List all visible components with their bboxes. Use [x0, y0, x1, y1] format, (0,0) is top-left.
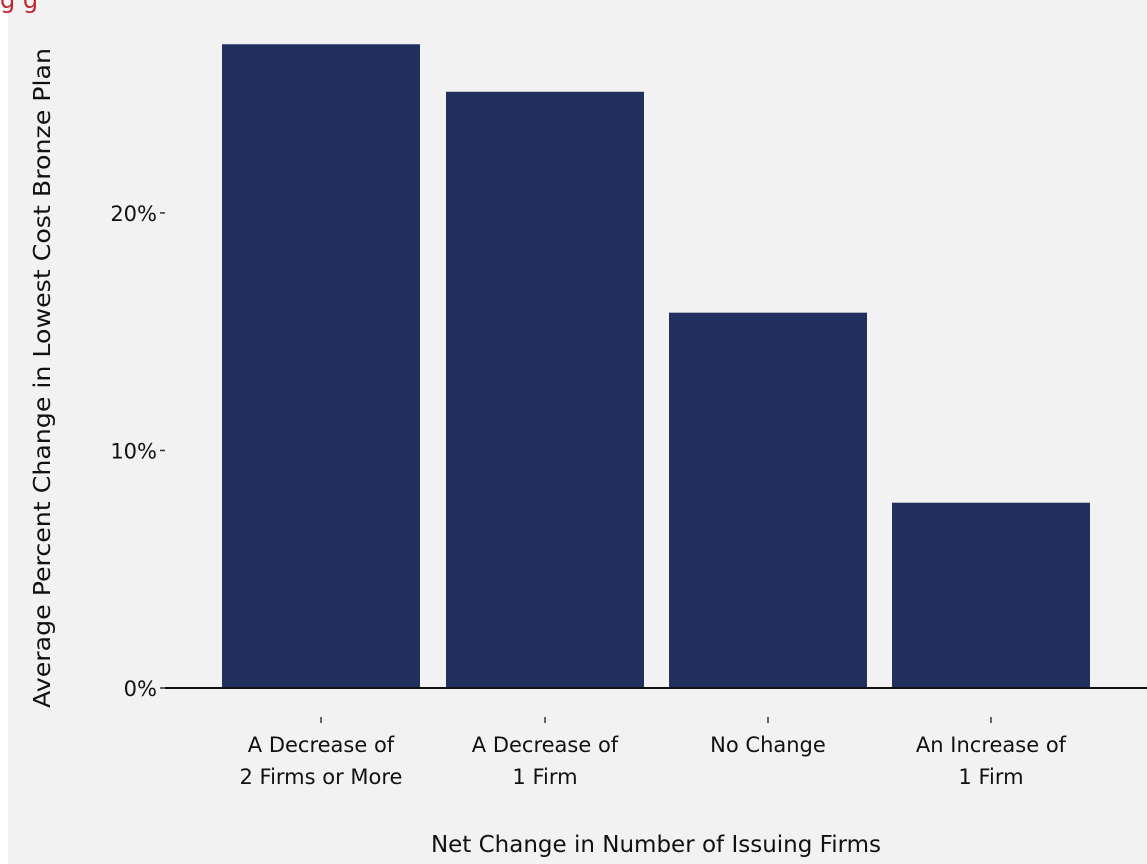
x-category-label-3: An Increase of 1 Firm [916, 733, 1067, 789]
figure-title-fragment: g g [0, 0, 39, 14]
x-category-label-1: A Decrease of 1 Firm [472, 733, 619, 789]
bar-2 [669, 312, 867, 688]
y-axis-title: Average Percent Change in Lowest Cost Br… [30, 48, 56, 708]
bar-1 [446, 91, 644, 689]
x-category-label-0: A Decrease of 2 Firms or More [240, 733, 403, 789]
y-tick-label-2: 20% [110, 202, 157, 226]
bar-0 [222, 44, 420, 689]
x-axis-title: Net Change in Number of Issuing Firms [431, 832, 881, 858]
x-category-label-2: No Change [710, 733, 826, 757]
y-tick-label-1: 10% [110, 439, 157, 463]
x-axis: A Decrease of 2 Firms or More A Decrease o… [240, 717, 1067, 789]
y-tick-label-0: 0% [124, 677, 157, 701]
bars-group [222, 44, 1090, 689]
y-axis: 0% 10% 20% [110, 202, 165, 701]
bar-3 [892, 502, 1090, 688]
